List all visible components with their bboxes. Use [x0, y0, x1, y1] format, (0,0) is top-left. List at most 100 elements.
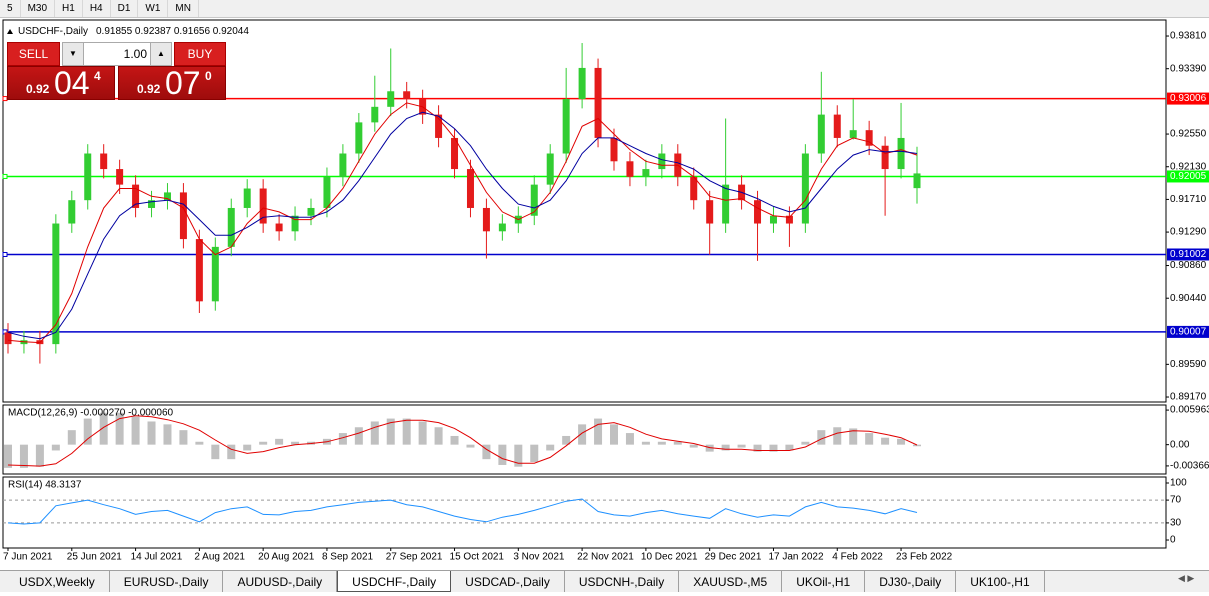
macd-bar [562, 435, 571, 445]
macd-bar [51, 444, 60, 451]
moving-average [7, 111, 918, 340]
chart-tab[interactable]: USDCNH-,Daily [565, 571, 680, 592]
macd-signal [7, 415, 918, 467]
macd-bar [275, 438, 284, 445]
candle-body [594, 67, 602, 138]
candle-body [849, 130, 857, 138]
level-label-bg [1167, 325, 1209, 338]
candle-body [355, 122, 363, 154]
x-tick-label: 27 Sep 2021 [386, 552, 443, 563]
macd-bar [849, 428, 858, 445]
macd-bar [657, 441, 666, 445]
candle-body [690, 176, 698, 201]
chart-tab[interactable]: USDCHF-,Daily [337, 571, 452, 592]
candle-body [801, 153, 809, 224]
candle-body [498, 223, 506, 232]
indicator-title: RSI(14) 48.3137 [8, 480, 82, 491]
tab-scroll[interactable]: ◀ ▶ [1178, 573, 1195, 583]
chart-tab[interactable]: USDCAD-,Daily [451, 571, 565, 592]
macd-bar [578, 424, 587, 445]
candle-body [100, 153, 108, 170]
level-label-bg [1167, 248, 1209, 261]
sell-button[interactable]: SELL [7, 42, 60, 66]
macd-bar [689, 444, 698, 448]
timeframe-button[interactable]: MN [168, 0, 199, 17]
lot-down[interactable]: ▼ [63, 43, 84, 65]
level-handle [2, 251, 8, 257]
candle-body [881, 145, 889, 170]
macd-bar [163, 424, 172, 445]
timeframe-button[interactable]: D1 [111, 0, 139, 17]
y-tick-label: 0.92550 [1170, 129, 1207, 140]
x-tick-label: 25 Jun 2021 [67, 552, 122, 563]
sell-price[interactable]: 0.92 04 4 [7, 65, 115, 101]
lot-up[interactable]: ▲ [150, 43, 171, 65]
candle-body [307, 207, 315, 216]
y-tick-label: 0.91290 [1170, 227, 1207, 238]
chart-title-text: USDCHF-,Daily [18, 26, 88, 37]
candle-body [132, 184, 140, 208]
candle-body [610, 137, 618, 162]
timeframe-toolbar: 5 M30 H1 H4 D1 W1 MN [0, 0, 1209, 18]
chart-tab[interactable]: USDX,Weekly [5, 571, 110, 592]
candle-body [562, 99, 570, 154]
candle-body [435, 114, 443, 138]
chart-quote: 0.91855 0.92387 0.91656 0.92044 [96, 26, 249, 37]
x-tick-label: 23 Feb 2022 [896, 552, 953, 563]
timeframe-button[interactable]: H4 [83, 0, 111, 17]
macd-bar [434, 427, 443, 445]
chart-tab[interactable]: AUDUSD-,Daily [223, 571, 338, 592]
chart-tab[interactable]: XAUUSD-,M5 [679, 571, 783, 592]
candle-body [833, 114, 841, 138]
macd-bar [785, 444, 794, 451]
timeframe-button[interactable]: H1 [55, 0, 83, 17]
candle-body [451, 137, 459, 170]
candle-body [179, 192, 187, 240]
big-figure: 0.92 [26, 82, 50, 96]
macd-bar [530, 444, 539, 463]
candle-body [530, 184, 538, 216]
x-tick-label: 14 Jul 2021 [131, 552, 183, 563]
timeframe-button[interactable]: 5 [0, 0, 21, 17]
level-handle [2, 173, 8, 179]
candle-body [4, 332, 12, 345]
y-tick-label: 0.92130 [1170, 161, 1207, 172]
y-tick-label: 70 [1170, 495, 1182, 506]
chart-tab[interactable]: EURUSD-,Daily [110, 571, 224, 592]
macd-bar [753, 444, 762, 452]
level-label-bg [1167, 170, 1209, 183]
candle-body [195, 239, 203, 302]
candle-body [722, 184, 730, 224]
candle-body [658, 153, 666, 170]
timeframe-button[interactable]: M30 [21, 0, 56, 17]
candle-body [148, 200, 156, 208]
chart-tab[interactable]: DJ30-,Daily [865, 571, 957, 592]
buy-button[interactable]: BUY [174, 42, 226, 66]
lot-size[interactable]: ▼ 1.00 ▲ [62, 42, 172, 66]
macd-bar [291, 441, 300, 445]
macd-bar [99, 412, 108, 445]
candle-body [259, 188, 267, 224]
candle-body [323, 176, 331, 208]
fraction: 0 [205, 69, 212, 83]
chart-title: USDCHF-,Daily 0.91855 0.92387 0.91656 0.9… [18, 26, 249, 37]
candle-body [211, 246, 219, 302]
chart-tab[interactable]: UKOil-,H1 [782, 571, 866, 592]
panel-frame [2, 476, 1167, 549]
macd-bar [67, 430, 76, 445]
y-tick-label: 0.89170 [1170, 392, 1207, 403]
candle-body [913, 173, 921, 189]
macd-bar [179, 430, 188, 445]
buy-price[interactable]: 0.92 07 0 [118, 65, 226, 101]
pips: 07 [165, 65, 201, 101]
chart: 0.93810 0.93390 0.92550 0.92130 0.91710 0.912… [2, 19, 1209, 563]
macd-bar [801, 441, 810, 445]
macd-bar [817, 430, 826, 445]
chart-tab[interactable]: UK100-,H1 [956, 571, 1045, 592]
macd-bar [195, 441, 204, 445]
candle-body [897, 137, 905, 170]
timeframe-button[interactable]: W1 [138, 0, 169, 17]
macd-bar [641, 441, 650, 445]
moving-average [7, 102, 918, 344]
rsi-line [7, 498, 918, 525]
